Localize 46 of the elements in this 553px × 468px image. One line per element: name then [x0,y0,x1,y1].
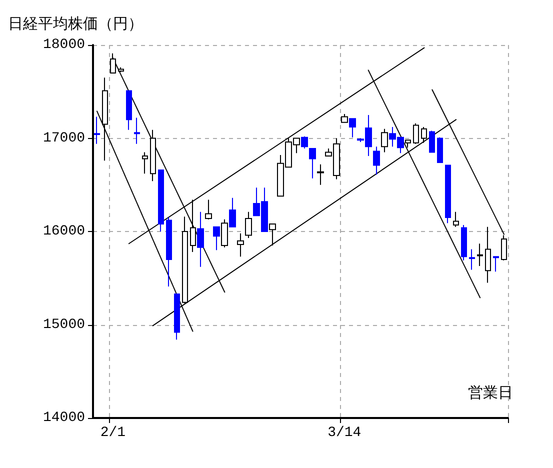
candlestick [437,136,443,163]
candlestick [349,118,356,138]
y-tick-label: 16000 [42,224,85,240]
candlestick [229,197,236,228]
candlestick [221,218,228,248]
y-tick-label: 15000 [42,316,85,333]
candlestick [469,248,475,270]
candlestick [477,243,483,267]
candlestick [245,211,252,239]
candlestick [269,224,276,246]
candlestick [373,146,380,176]
candlestick [453,211,459,228]
candlestick [197,211,204,268]
candlestick [213,226,220,251]
candlestick [493,256,499,272]
candlestick [341,114,348,123]
candlestick [150,129,156,182]
candlestick [429,130,435,153]
candlestick [205,199,212,220]
candlestick [461,224,467,261]
candlestick [166,217,172,288]
candlestick [317,164,324,186]
candlestick [309,148,316,179]
candlestick [445,164,451,224]
candlestick [405,140,411,148]
x-tick-label: 3/14 [328,425,362,441]
y-tick-label: 17000 [42,130,85,146]
candlestick [237,232,244,258]
candlestick [421,126,427,144]
candlestick [126,90,132,130]
candlestick [485,226,491,284]
candlestick [94,116,100,144]
x-axis-title: 営業日 [468,384,513,402]
candlestick [182,216,188,304]
candlestick [134,117,140,144]
candlestick [413,122,419,144]
candlestick [381,128,388,153]
candlestick [118,66,124,73]
y-tick-label: 18000 [42,37,85,53]
y-axis-title: 日経平均株価（円） [8,14,143,32]
y-tick-label: 14000 [42,410,85,426]
candlestick [142,152,148,174]
candlestick [301,136,308,150]
candlestick [174,293,180,340]
candlestick [158,169,164,232]
x-tick-label: 2/1 [100,425,126,441]
